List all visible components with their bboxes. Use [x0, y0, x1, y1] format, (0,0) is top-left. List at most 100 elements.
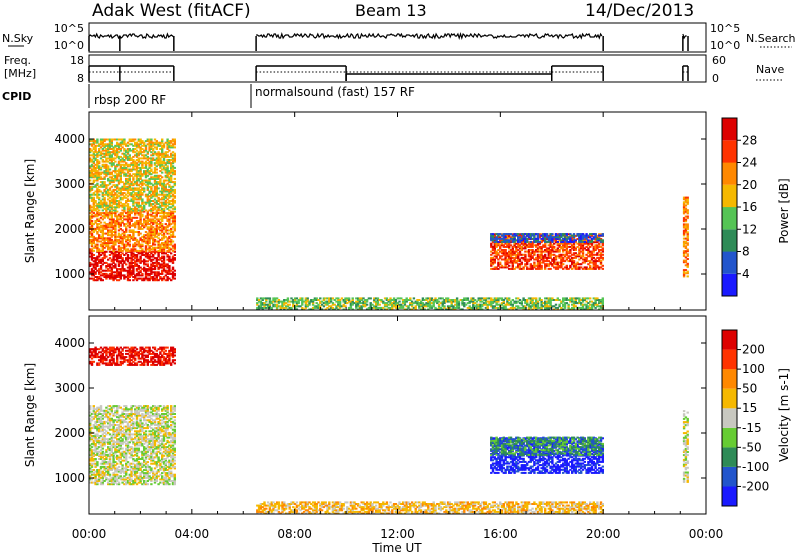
- data-cell: [459, 308, 462, 311]
- data-cell: [92, 238, 95, 241]
- data-cell: [531, 250, 534, 253]
- data-cell: [162, 213, 166, 216]
- data-cell: [117, 272, 121, 275]
- data-cell: [256, 297, 259, 300]
- data-cell: [146, 152, 149, 155]
- data-cell: [143, 155, 146, 158]
- data-cell: [119, 198, 122, 201]
- data-cell: [468, 300, 471, 303]
- data-cell: [419, 303, 423, 306]
- data-cell: [526, 266, 529, 269]
- data-cell: [116, 196, 119, 199]
- data-cell: [574, 297, 577, 300]
- data-cell: [527, 249, 531, 251]
- data-cell: [110, 201, 113, 204]
- data-cell: [544, 253, 547, 256]
- data-cell: [270, 300, 273, 303]
- data-cell: [508, 258, 511, 261]
- data-cell: [531, 266, 534, 269]
- data-cell: [89, 212, 92, 215]
- data-cell: [110, 190, 113, 193]
- data-cell: [146, 182, 149, 185]
- data-cell: [268, 300, 272, 303]
- data-cell: [490, 263, 493, 266]
- data-cell: [146, 265, 149, 267]
- data-cell: [173, 235, 176, 238]
- data-cell: [499, 236, 502, 239]
- data-cell: [148, 269, 151, 272]
- data-cell: [554, 306, 558, 309]
- data-cell: [481, 303, 484, 306]
- data-cell: [164, 212, 167, 215]
- data-cell: [116, 257, 119, 260]
- data-cell: [356, 299, 360, 301]
- data-cell: [538, 253, 541, 256]
- data-cell: [306, 303, 309, 306]
- data-cell: [155, 157, 158, 160]
- data-cell: [144, 216, 148, 219]
- data-cell: [164, 195, 167, 198]
- data-cell: [161, 224, 164, 227]
- data-cell: [155, 209, 158, 212]
- data-cell: [164, 240, 167, 243]
- data-cell: [166, 171, 169, 174]
- data-cell: [508, 256, 511, 259]
- data-cell: [506, 300, 509, 303]
- data-cell: [535, 267, 538, 270]
- data-cell: [99, 226, 103, 229]
- data-cell: [107, 184, 110, 187]
- data-cell: [155, 265, 158, 267]
- data-cell: [297, 300, 300, 303]
- data-cell: [164, 265, 167, 267]
- data-cell: [153, 166, 157, 169]
- freq-label-1: Freq.: [4, 54, 31, 67]
- data-cell: [110, 224, 113, 227]
- data-cell: [153, 195, 157, 198]
- data-cell: [166, 141, 169, 144]
- data-cell: [146, 198, 149, 201]
- data-cell: [117, 182, 121, 185]
- data-cell: [170, 192, 173, 195]
- noise-panel-frame: [88, 22, 707, 53]
- data-cell: [166, 249, 169, 252]
- data-cell: [130, 174, 133, 177]
- data-cell: [99, 204, 103, 207]
- data-cell: [490, 264, 493, 267]
- data-cell: [155, 160, 158, 163]
- data-cell: [171, 166, 175, 169]
- data-cell: [499, 263, 502, 266]
- data-cell: [89, 263, 92, 266]
- data-cell: [114, 213, 117, 216]
- data-cell: [428, 299, 432, 301]
- data-cell: [500, 306, 504, 309]
- data-cell: [162, 210, 166, 213]
- data-cell: [137, 198, 140, 201]
- data-cell: [155, 185, 158, 188]
- data-cell: [170, 144, 173, 147]
- data-cell: [117, 157, 121, 160]
- data-cell: [268, 297, 272, 300]
- data-cell: [135, 209, 139, 212]
- data-cell: [146, 151, 149, 154]
- data-cell: [257, 306, 261, 309]
- data-cell: [105, 144, 108, 147]
- data-cell: [139, 174, 142, 177]
- data-cell: [500, 302, 504, 305]
- data-cell: [153, 188, 157, 191]
- data-cell: [135, 269, 139, 272]
- data-cell: [119, 173, 122, 176]
- data-cell: [117, 162, 121, 165]
- data-cell: [150, 266, 153, 269]
- data-cell: [134, 188, 137, 191]
- data-cell: [170, 152, 173, 155]
- data-cell: [96, 155, 99, 158]
- data-cell: [117, 179, 121, 182]
- data-cell: [161, 188, 164, 191]
- data-cell: [166, 242, 169, 245]
- data-cell: [117, 200, 121, 202]
- data-cell: [275, 305, 279, 308]
- data-cell: [171, 195, 175, 198]
- data-cell: [96, 190, 99, 193]
- data-cell: [130, 198, 133, 201]
- data-cell: [499, 297, 502, 300]
